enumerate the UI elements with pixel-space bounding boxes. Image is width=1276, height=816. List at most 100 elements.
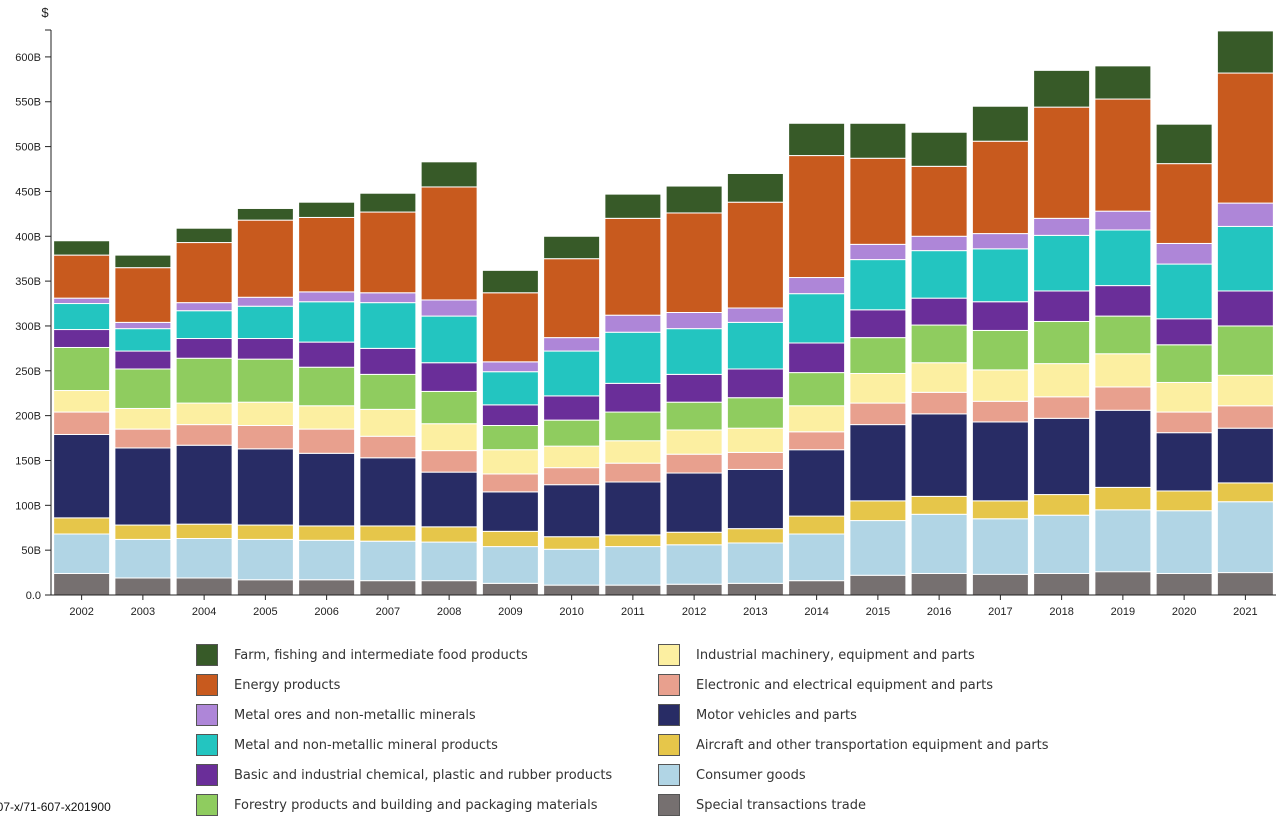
bar-segment-2011-3 [604,481,662,536]
bar-segment-2018-6 [1033,320,1091,365]
bar-segment-2007-11 [359,192,417,213]
bar-segment-2005-2 [236,524,294,540]
x-tick-label-2014: 2014 [804,606,828,618]
bar-segment-2013-9 [726,307,784,323]
bar-segment-2021-11 [1216,30,1274,74]
bar-segment-2015-0 [849,574,907,596]
y-tick-label: 500B [15,142,41,154]
bar-segment-2012-4 [665,453,723,474]
legend-label: Metal and non-metallic mineral products [234,737,498,753]
bar-segment-2016-1 [910,513,968,574]
footnote: 607-x/71-607-x201900 [0,800,111,814]
bar-segment-2010-3 [543,484,601,538]
bar-segment-2020-3 [1155,432,1213,492]
bar-segment-2017-7 [971,301,1029,331]
bar-segment-2002-5 [53,390,111,413]
bar-segment-2007-9 [359,292,417,304]
x-tick-label-2015: 2015 [866,606,890,618]
bar-segment-2009-11 [481,269,539,294]
bar-segment-2018-0 [1033,572,1091,596]
bar-segment-2020-10 [1155,163,1213,244]
bar-segment-2002-6 [53,346,111,392]
bar-segment-2014-11 [788,122,846,157]
bar-segment-2008-7 [420,362,478,392]
bar-segment-2003-5 [114,407,172,430]
axes-layer: 2002 2003 2004 2005 2006 2007 2008 2009 2010 2011… [15,5,1276,618]
x-tick-label-2010: 2010 [559,606,583,618]
y-tick-label: 250B [15,366,41,378]
legend-swatch [196,644,218,666]
x-tick-label-2012: 2012 [682,606,706,618]
bar-segment-2004-0 [175,577,233,596]
bar-segment-2008-1 [420,541,478,582]
bar-segment-2010-7 [543,395,601,421]
bar-segment-2014-9 [788,277,846,295]
bar-segment-2008-10 [420,186,478,301]
bar-segment-2020-7 [1155,318,1213,346]
x-tick-label-2008: 2008 [437,606,461,618]
legend-swatch [196,734,218,756]
bar-segment-2019-10 [1094,98,1152,212]
bar-segment-2021-8 [1216,225,1274,292]
legend-label: Motor vehicles and parts [696,707,857,723]
x-tick-label-2003: 2003 [131,606,155,618]
bar-segment-2016-11 [910,131,968,167]
bar-segment-2020-11 [1155,123,1213,165]
bar-segment-2018-2 [1033,494,1091,516]
bar-segment-2005-7 [236,338,294,360]
bar-segment-2005-3 [236,448,294,526]
bar-segment-2018-10 [1033,106,1091,219]
bar-segment-2020-5 [1155,381,1213,413]
x-tick-label-2007: 2007 [376,606,400,618]
bar-segment-2006-0 [298,579,356,596]
bar-segment-2004-8 [175,310,233,340]
bar-segment-2020-2 [1155,490,1213,512]
stacked-bar-chart: 2002 2003 2004 2005 2006 2007 2008 2009 2010 2011… [15,5,1276,618]
bar-segment-2012-0 [665,583,723,596]
bar-segment-2013-7 [726,368,784,399]
bar-segment-2019-5 [1094,353,1152,388]
legend-swatch [196,704,218,726]
bar-segment-2015-4 [849,402,907,426]
bar-segment-2019-3 [1094,409,1152,488]
bar-segment-2004-3 [175,444,233,525]
bar-segment-2011-4 [604,462,662,483]
bar-segment-2014-0 [788,580,846,596]
bar-segment-2007-0 [359,580,417,596]
bar-segment-2003-2 [114,524,172,540]
y-tick-label: 100B [15,500,41,512]
bar-segment-2011-5 [604,440,662,464]
bar-segment-2011-9 [604,314,662,333]
bar-segment-2002-10 [53,254,111,299]
legend-label: Metal ores and non-metallic minerals [234,707,476,723]
bar-segment-2006-3 [298,452,356,527]
x-tick-label-2018: 2018 [1049,606,1073,618]
bar-segment-2006-2 [298,525,356,541]
y-tick-label: 600B [15,52,41,64]
bar-segment-2012-2 [665,531,723,546]
bar-segment-2002-3 [53,433,111,519]
bar-segment-2016-0 [910,572,968,596]
bar-segment-2013-11 [726,172,784,203]
bar-segment-2004-2 [175,523,233,540]
bar-segment-2004-4 [175,424,233,446]
legend-item: Industrial machinery, equipment and part… [658,644,975,666]
bar-segment-2011-0 [604,584,662,596]
y-tick-label: 150B [15,455,41,467]
bar-segment-2014-1 [788,533,846,582]
bar-segment-2019-9 [1094,210,1152,231]
bar-segment-2002-11 [53,240,111,256]
bar-segment-2002-0 [53,572,111,596]
bar-segment-2013-8 [726,321,784,370]
legend-swatch [658,794,680,816]
bar-segment-2010-8 [543,350,601,397]
legend-item: Motor vehicles and parts [658,704,857,726]
bar-segment-2012-11 [665,185,723,214]
bar-segment-2014-7 [788,342,846,374]
bar-segment-2019-1 [1094,509,1152,573]
bar-segment-2016-9 [910,235,968,252]
bar-segment-2005-1 [236,538,294,581]
bar-segment-2015-7 [849,309,907,339]
legend-swatch [658,734,680,756]
bar-segment-2007-7 [359,347,417,375]
